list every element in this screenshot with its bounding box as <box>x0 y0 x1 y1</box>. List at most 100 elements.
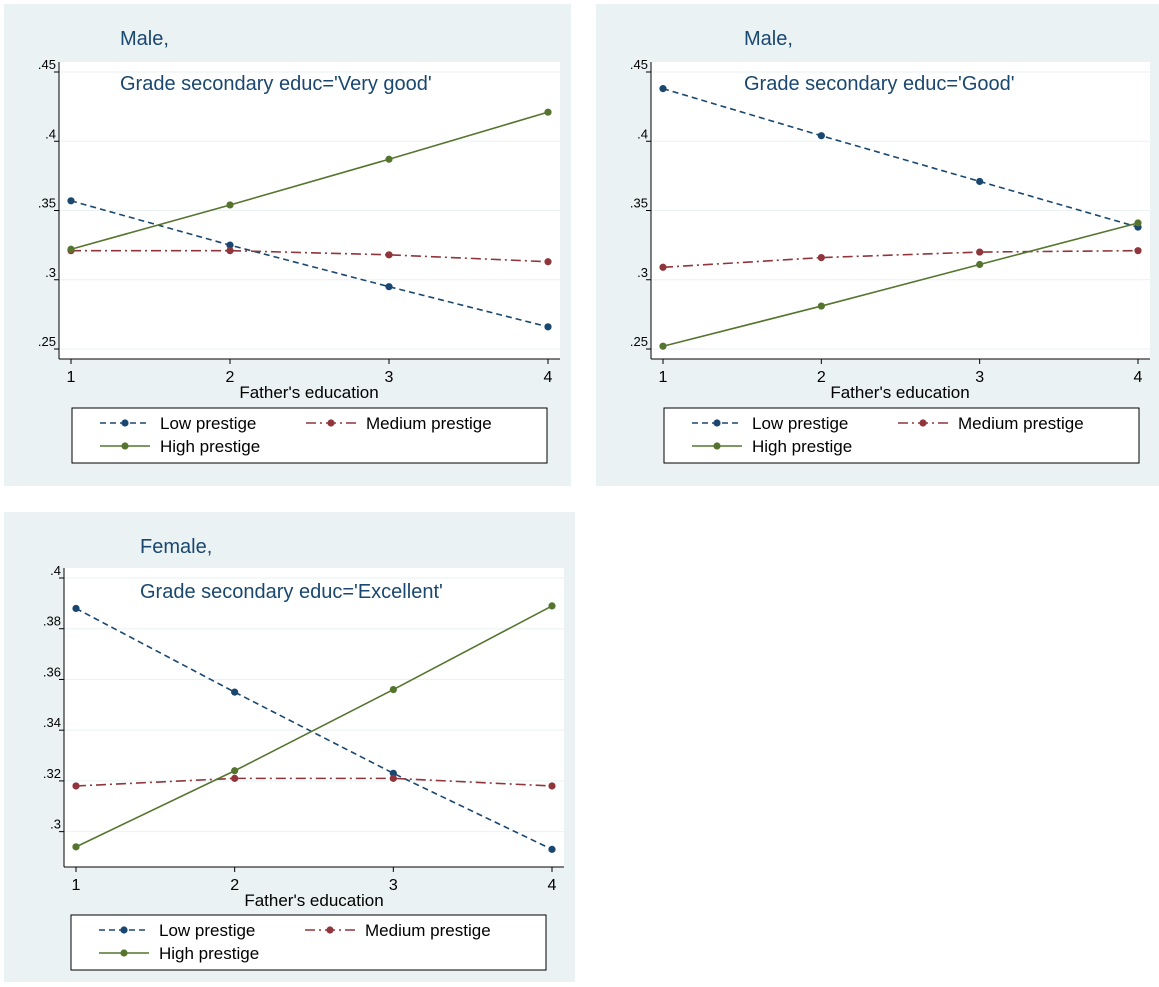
data-point <box>385 283 393 291</box>
legend-marker <box>120 949 128 957</box>
series-line <box>75 607 553 851</box>
data-point <box>72 843 80 851</box>
y-ticks: .3 .32 .34 .36 .38 .4 <box>43 563 64 833</box>
legend-entries: Low prestige Medium prestige High prestige <box>99 921 491 963</box>
y-ticks: .25 .3 .35 .4 .45 <box>38 57 59 350</box>
series-lines <box>662 87 1139 348</box>
gridlines <box>651 71 1150 350</box>
chart-panel-1: .25 .3 .35 .4 .45 1 2 3 4 Male, Grade secondary… <box>4 4 571 486</box>
series-points <box>72 602 556 853</box>
data-point <box>659 263 667 271</box>
data-point <box>544 108 552 116</box>
y-tick-label: .3 <box>50 817 61 832</box>
legend-label: Medium prestige <box>366 414 492 433</box>
legend-label: Medium prestige <box>365 921 491 940</box>
y-tick-label: .25 <box>38 334 56 349</box>
data-point <box>226 241 234 249</box>
legend-entries: Low prestige Medium prestige High prestige <box>100 414 492 456</box>
series-lines <box>75 605 553 851</box>
legend-label: High prestige <box>752 437 852 456</box>
data-point <box>976 248 984 256</box>
data-point <box>659 85 667 93</box>
legend-marker <box>121 442 129 450</box>
data-point <box>385 251 393 259</box>
data-point <box>231 774 239 782</box>
data-point <box>72 782 80 790</box>
legend-marker <box>713 419 721 427</box>
legend-box <box>663 407 1140 464</box>
legend-label: Low prestige <box>160 414 256 433</box>
chart-svg-2: .25 .3 .35 .4 .45 1 2 3 4 Male, Grade secondary… <box>596 4 1159 486</box>
series-points <box>659 85 1142 350</box>
x-ticks: 1 2 3 4 <box>72 867 557 894</box>
data-point <box>976 177 984 186</box>
series-lines <box>70 111 549 328</box>
x-tick-label: 2 <box>230 877 239 894</box>
legend-marker <box>327 419 335 427</box>
legend-box <box>70 914 547 971</box>
x-tick-label: 2 <box>817 369 826 386</box>
data-point <box>72 604 80 613</box>
x-tick-label: 1 <box>67 369 76 386</box>
y-tick-label: .45 <box>38 57 56 72</box>
y-tick-label: .32 <box>43 766 61 781</box>
chart-subtitle: Grade secondary educ='Very good' <box>120 73 432 95</box>
x-ticks: 1 2 3 4 <box>67 359 553 386</box>
y-tick-label: .4 <box>50 563 61 578</box>
x-axis-label: Father's education <box>830 383 969 402</box>
data-point <box>544 258 552 266</box>
chart-title: Male, <box>744 28 793 50</box>
y-tick-label: .25 <box>630 334 648 349</box>
chart-panel-2: .25 .3 .35 .4 .45 1 2 3 4 Male, Grade secondary… <box>596 4 1159 486</box>
data-point <box>548 602 556 610</box>
plot-area <box>64 568 564 867</box>
series-line <box>70 200 549 328</box>
y-tick-label: .34 <box>43 715 61 730</box>
data-point <box>1134 247 1142 255</box>
data-point <box>548 782 556 790</box>
y-tick-label: .3 <box>45 265 56 280</box>
data-point <box>389 686 397 694</box>
data-point <box>67 245 75 253</box>
data-point <box>389 769 397 777</box>
legend-marker <box>919 419 927 427</box>
x-axis-label: Father's education <box>244 891 383 910</box>
series-line <box>662 222 1139 348</box>
y-tick-label: .3 <box>637 265 648 280</box>
chart-svg-3: .3 .32 .34 .36 .38 .4 1 2 3 4 Female, Grade seco… <box>4 512 575 982</box>
legend-label: Low prestige <box>752 414 848 433</box>
x-tick-label: 1 <box>72 877 81 894</box>
legend-entries: Low prestige Medium prestige High prestige <box>692 414 1084 456</box>
y-tick-label: .35 <box>630 196 648 211</box>
legend: Low prestige Medium prestige High prestige <box>71 407 548 464</box>
data-point <box>385 155 393 163</box>
data-point <box>389 774 397 782</box>
chart-subtitle: Grade secondary educ='Good' <box>744 73 1015 95</box>
x-tick-label: 1 <box>659 369 668 386</box>
legend: Low prestige Medium prestige High prestige <box>70 914 547 971</box>
legend-label: Medium prestige <box>958 414 1084 433</box>
data-point <box>226 201 234 209</box>
data-point <box>226 247 234 255</box>
x-tick-label: 3 <box>389 877 398 894</box>
legend-label: High prestige <box>159 944 259 963</box>
x-tick-label: 2 <box>226 369 235 386</box>
data-point <box>548 845 556 853</box>
series-line <box>662 87 1139 228</box>
series-line <box>70 111 549 251</box>
data-point <box>67 197 75 205</box>
y-tick-label: .4 <box>45 126 56 141</box>
data-point <box>817 132 825 140</box>
chart-subtitle: Grade secondary educ='Excellent' <box>140 581 443 603</box>
series-line <box>75 605 553 848</box>
chart-title: Female, <box>140 536 212 558</box>
gridlines <box>59 71 560 350</box>
x-tick-label: 4 <box>1134 369 1143 386</box>
x-tick-label: 4 <box>544 369 553 386</box>
x-tick-label: 3 <box>975 369 984 386</box>
data-point <box>544 323 552 331</box>
data-point <box>976 260 984 269</box>
x-tick-label: 3 <box>385 369 394 386</box>
x-ticks: 1 2 3 4 <box>659 359 1143 386</box>
x-tick-label: 4 <box>548 877 557 894</box>
